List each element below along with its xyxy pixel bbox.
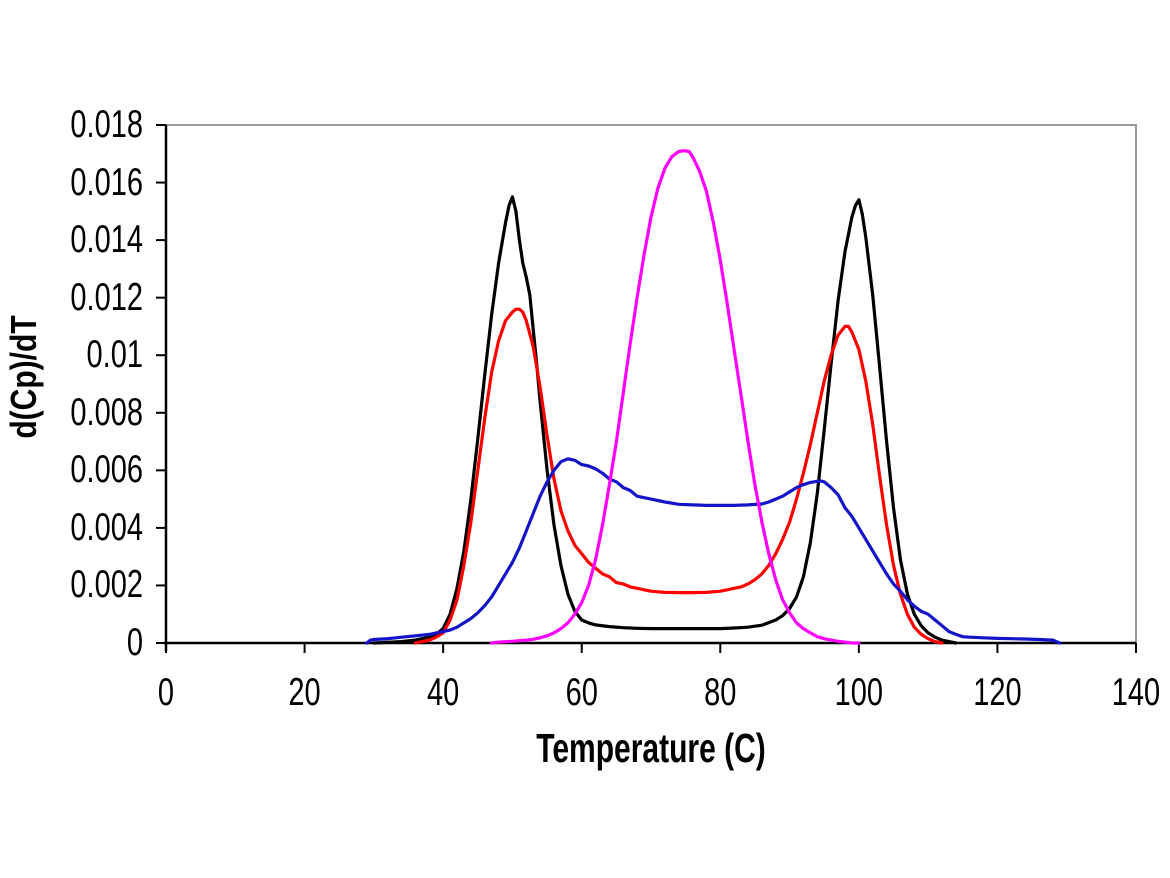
x-tick-label: 100 [834, 671, 884, 715]
y-tick-label: 0.006 [70, 448, 143, 492]
x-axis-title: Temperature (C) [536, 727, 766, 772]
y-tick-label: 0.008 [70, 391, 143, 435]
x-tick-label: 40 [427, 671, 460, 715]
x-tick-label: 120 [973, 671, 1022, 715]
black-sharp-bimodal-curve [372, 195, 958, 645]
x-tick-label: 20 [288, 671, 321, 715]
y-tick-label: 0.01 [86, 333, 143, 377]
y-tick-label: 0 [126, 621, 143, 665]
plot-border [165, 124, 1137, 644]
x-tick-label: 60 [565, 671, 598, 715]
y-tick-label: 0.018 [70, 103, 143, 147]
y-tick-label: 0.016 [70, 160, 143, 205]
y-tick-label: 0.014 [70, 218, 143, 262]
x-tick-label: 0 [157, 671, 175, 715]
y-axis-title: d(Cp)/dT [4, 315, 45, 439]
magenta-single-peak-curve [490, 149, 861, 645]
y-tick-label: 0.002 [70, 563, 143, 608]
x-tick-label: 80 [704, 671, 737, 715]
blue-broad-curve [365, 457, 1062, 645]
y-tick-label: 0.012 [70, 276, 143, 320]
x-tick-label: 140 [1111, 671, 1161, 715]
red-bimodal-curve [413, 307, 944, 645]
y-tick-label: 0.004 [70, 506, 143, 550]
